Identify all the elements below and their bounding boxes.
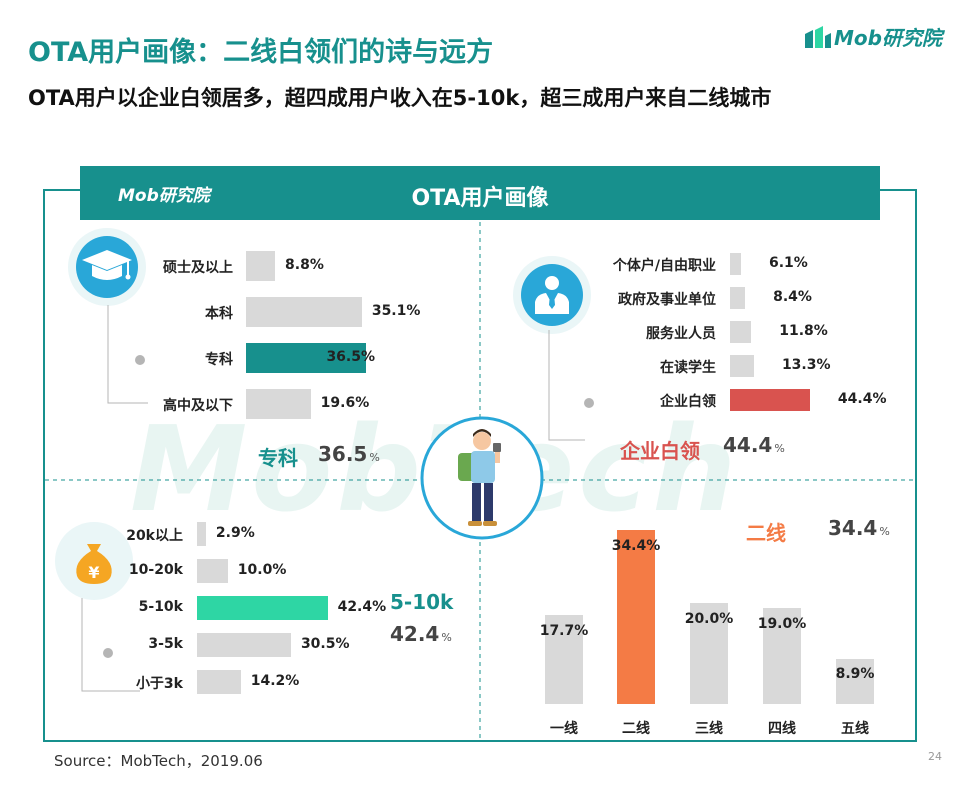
highlight-unit: %: [774, 442, 785, 455]
bar-value-label: 42.4%: [337, 599, 387, 615]
bar-category-label: 本科: [205, 306, 233, 322]
bar-category-label: 政府及事业单位: [618, 292, 716, 308]
highlight-value: 36.5%: [318, 442, 380, 466]
bar-category-label: 一线: [550, 721, 578, 737]
bar: [617, 530, 655, 704]
bar-value-label: 14.2%: [250, 673, 300, 689]
education-connector: [107, 305, 148, 404]
bar: [197, 670, 241, 694]
bar-category-label: 专科: [205, 352, 233, 368]
bar: [246, 389, 311, 419]
bar: [763, 608, 801, 704]
bar-category-label: 硕士及以上: [163, 260, 233, 276]
bar: [197, 596, 328, 620]
bar: [246, 297, 362, 327]
education-icon-circle: [68, 228, 146, 306]
bar-category-label: 高中及以下: [163, 398, 233, 414]
traveler-icon: [420, 416, 544, 540]
page-title: OTA用户画像：二线白领们的诗与远方: [28, 37, 494, 68]
bar-category-label: 20k以上: [126, 528, 183, 544]
highlight-number: 36.5: [318, 442, 368, 466]
bar-category-label: 二线: [622, 721, 650, 737]
svg-text:¥: ¥: [88, 563, 99, 582]
highlight-number: 42.4: [390, 622, 440, 646]
highlight-number: 34.4: [828, 516, 878, 540]
bar-value-label: 11.8%: [779, 323, 828, 339]
occupation-icon-circle: [513, 256, 591, 334]
bar-value-label: 44.4%: [837, 391, 887, 407]
highlight-label: 二线: [746, 521, 786, 545]
bar-category-label: 服务业人员: [646, 326, 716, 342]
bar: [197, 559, 228, 583]
bar-category-label: 小于3k: [135, 676, 183, 692]
bar-value-label: 13.3%: [781, 357, 831, 373]
highlight-unit: %: [441, 631, 452, 644]
source-note: Source：MobTech，2019.06: [54, 752, 263, 770]
bar: [197, 522, 206, 546]
bar-category-label: 企业白领: [660, 394, 716, 410]
bar: [246, 251, 276, 281]
bar: [836, 659, 874, 704]
money-bag-icon: ¥: [63, 530, 125, 592]
brand-text: Mob研究院: [834, 26, 942, 50]
income-connector: [81, 598, 140, 692]
bar-category-label: 三线: [695, 721, 723, 737]
bar-category-label: 在读学生: [660, 360, 716, 376]
bar-value-label: 36.5%: [326, 349, 376, 365]
bar-category-label: 五线: [841, 721, 869, 737]
bar: [246, 343, 367, 373]
bar: [730, 355, 754, 377]
highlight-unit: %: [369, 451, 380, 464]
bar-category-label: 个体户/自由职业: [612, 258, 716, 274]
highlight-number: 44.4: [723, 433, 773, 457]
bar-value-label: 35.1%: [371, 303, 421, 319]
bar-category-label: 四线: [768, 721, 796, 737]
highlight-value: 44.4%: [723, 433, 785, 457]
bar: [545, 614, 583, 704]
bar-value-label: 8.4%: [773, 289, 812, 305]
traveler-icon-circle: [417, 413, 547, 543]
highlight-unit: %: [879, 525, 890, 538]
page-subtitle: OTA用户以企业白领居多，超四成用户收入在5-10k，超三成用户来自二线城市: [28, 86, 772, 110]
brand-logo: Mob研究院: [805, 22, 942, 51]
highlight-label: 企业白领: [620, 439, 700, 463]
page-number: 24: [928, 750, 942, 763]
panel-brand: Mob研究院: [118, 186, 210, 206]
bar-value-label: 34.4%: [611, 538, 661, 555]
bar: [730, 321, 752, 343]
income-icon-circle: ¥: [55, 522, 133, 600]
bar-value-label: 19.6%: [320, 395, 370, 411]
highlight-label: 5-10k: [390, 590, 454, 614]
bar-category-label: 10-20k: [128, 562, 183, 578]
bar-value-label: 8.9%: [835, 666, 875, 683]
businessman-icon: [521, 264, 583, 326]
bar-category-label: 5-10k: [138, 599, 183, 615]
highlight-value: 42.4%: [390, 622, 452, 646]
bar-category-label: 3-5k: [148, 636, 183, 652]
panel-title: OTA用户画像: [411, 186, 549, 211]
bar-value-label: 30.5%: [300, 636, 350, 652]
highlight-label: 专科: [258, 446, 298, 470]
bar: [730, 253, 741, 275]
bar: [197, 633, 291, 657]
bar-value-label: 17.7%: [539, 622, 589, 639]
bar-value-label: 2.9%: [215, 525, 255, 541]
bar-value-label: 8.8%: [285, 257, 324, 273]
graduation-cap-icon: [76, 236, 138, 298]
highlight-value: 34.4%: [828, 516, 890, 540]
panel-header-band: [80, 166, 880, 220]
bar-value-label: 19.0%: [757, 616, 807, 633]
bar-value-label: 10.0%: [237, 562, 287, 578]
occupation-connector: [548, 330, 594, 441]
bar-value-label: 20.0%: [684, 611, 734, 627]
bar-value-label: 6.1%: [768, 255, 808, 271]
bar: [690, 603, 728, 704]
mob-logo-icon: [805, 26, 831, 48]
bar: [730, 389, 810, 411]
bar: [730, 287, 746, 309]
